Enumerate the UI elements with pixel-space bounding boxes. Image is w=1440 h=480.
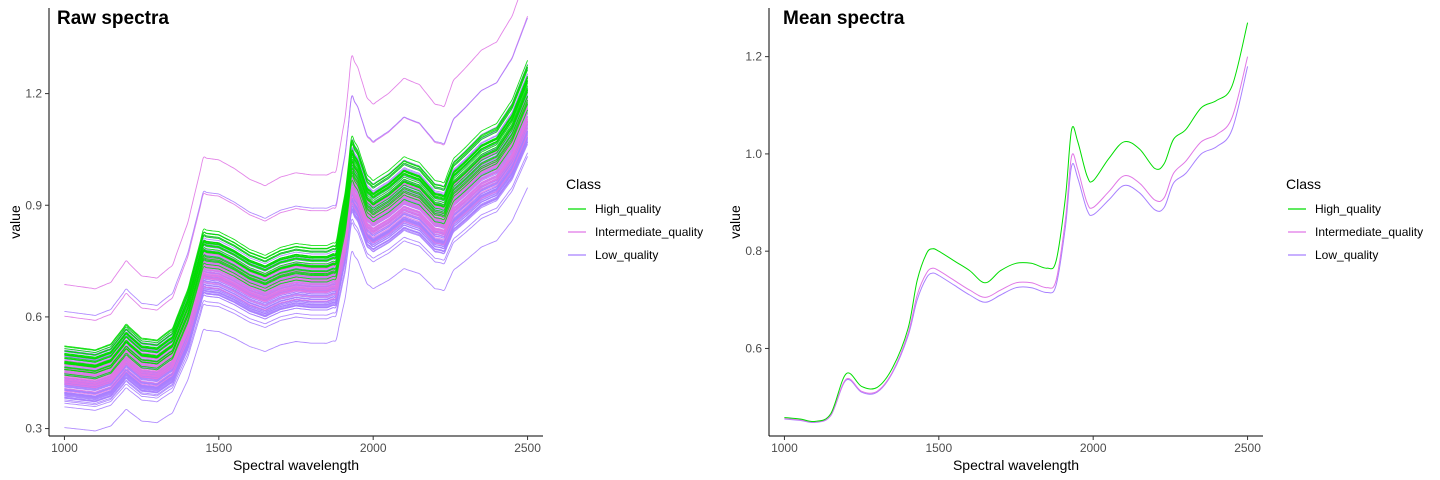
raw-spectrum-line-intermediate-quality [64, 90, 529, 369]
raw-spectrum-line-high-quality [64, 60, 529, 351]
raw-spectrum-line-low-quality [64, 91, 529, 371]
raw-spectrum-line-high-quality [64, 69, 529, 356]
raw-spectrum-line-low-quality [64, 141, 529, 402]
raw-spectrum-line-low-quality [64, 143, 529, 404]
raw-spectra-panel: Raw spectra 1000 1500 2000 2500 0.3 0.6 0.9 1.2… [7, 0, 703, 473]
raw-spectrum-line-low-quality [64, 92, 529, 372]
raw-y-tick-label: 1.2 [25, 87, 42, 101]
raw-spectrum-line-low-quality [64, 125, 529, 392]
raw-spectrum-line-intermediate-quality [64, 116, 529, 386]
raw-legend: Class High_quality Intermediate_quality Lo… [566, 176, 703, 262]
mean-legend-label-low-quality: Low_quality [1315, 248, 1378, 262]
mean-x-tick-label: 1000 [771, 441, 798, 455]
raw-x-tick-label: 2000 [360, 441, 387, 455]
raw-spectrum-line-low-quality [64, 96, 529, 372]
raw-legend-entries: High_quality Intermediate_quality Low_qual… [568, 202, 703, 262]
mean-y-axis-label: value [727, 205, 743, 239]
raw-spectrum-line-low-quality [64, 187, 528, 432]
mean-y-tick-label: 0.6 [745, 341, 762, 355]
raw-spectrum-line-intermediate-quality [64, 127, 529, 393]
raw-axis-ticks: 1000 1500 2000 2500 0.3 0.6 0.9 1.2 [25, 87, 541, 455]
raw-spectrum-line-intermediate-quality [64, 91, 529, 370]
mean-y-tick-label: 1.0 [745, 147, 762, 161]
mean-x-tick-label: 2000 [1080, 441, 1107, 455]
raw-y-axis-label: value [7, 205, 23, 239]
raw-spectrum-line-low-quality [64, 17, 529, 316]
raw-spectrum-line-high-quality [64, 82, 529, 367]
raw-spectrum-line-intermediate-quality [64, 97, 529, 371]
raw-spectrum-line-low-quality [64, 94, 529, 373]
raw-spectrum-line-low-quality [64, 91, 529, 368]
raw-y-tick-label: 0.9 [25, 198, 42, 212]
raw-spectrum-line-high-quality [64, 66, 529, 351]
mean-spectra-lines [784, 22, 1249, 424]
mean-y-tick-label: 1.2 [745, 50, 762, 64]
raw-spectrum-line-high-quality [64, 103, 529, 378]
raw-y-tick-label: 0.3 [25, 422, 42, 436]
raw-spectrum-line-intermediate-quality [64, 0, 519, 290]
raw-legend-label-intermediate-quality: Intermediate_quality [595, 225, 703, 239]
mean-axis-ticks: 1000 1500 2000 2500 0.6 0.8 1.0 1.2 [745, 50, 1261, 455]
raw-spectrum-line-intermediate-quality [64, 91, 529, 368]
raw-spectrum-line-high-quality [64, 109, 529, 380]
mean-x-axis-label: Spectral wavelength [953, 457, 1079, 473]
raw-spectrum-line-intermediate-quality [64, 118, 529, 387]
raw-spectrum-line-high-quality [64, 80, 529, 359]
raw-spectrum-line-high-quality [64, 67, 529, 356]
raw-spectrum-line-low-quality [64, 138, 529, 399]
raw-x-tick-label: 2500 [514, 441, 541, 455]
raw-spectrum-line-low-quality [64, 156, 528, 411]
mean-legend-label-intermediate-quality: Intermediate_quality [1315, 225, 1423, 239]
raw-spectrum-line-intermediate-quality [64, 92, 529, 367]
raw-y-tick-label: 0.6 [25, 310, 42, 324]
raw-spectrum-line-high-quality [64, 102, 529, 374]
raw-spectrum-line-high-quality [64, 90, 529, 366]
raw-spectra-title: Raw spectra [57, 8, 169, 29]
mean-series-line-high-quality [784, 22, 1249, 423]
raw-spectra-lines [64, 0, 529, 432]
raw-spectrum-line-low-quality [64, 135, 529, 398]
raw-legend-label-low-quality: Low_quality [595, 248, 658, 262]
raw-spectrum-line-high-quality [64, 91, 529, 372]
raw-spectrum-line-high-quality [64, 81, 529, 363]
raw-spectrum-line-intermediate-quality [64, 134, 529, 396]
raw-x-tick-label: 1500 [205, 441, 232, 455]
mean-x-tick-label: 1500 [925, 441, 952, 455]
raw-spectrum-line-low-quality [64, 96, 529, 370]
raw-legend-title: Class [566, 176, 601, 192]
raw-spectrum-line-intermediate-quality [64, 107, 529, 377]
mean-series-line-intermediate-quality [784, 56, 1249, 423]
mean-spectra-panel: Mean spectra 1000 1500 2000 2500 0.6 0.8 1.0 1.… [727, 8, 1423, 473]
raw-spectrum-line-high-quality [64, 76, 529, 358]
mean-legend-entries: High_quality Intermediate_quality Low_qual… [1288, 202, 1423, 262]
raw-spectrum-line-low-quality [64, 132, 529, 394]
raw-spectrum-line-low-quality [64, 92, 529, 372]
mean-legend: Class High_quality Intermediate_quality Lo… [1286, 176, 1423, 262]
mean-x-tick-label: 2500 [1234, 441, 1261, 455]
raw-spectrum-line-intermediate-quality [64, 105, 529, 380]
raw-spectrum-line-low-quality [64, 105, 529, 376]
raw-x-axis-label: Spectral wavelength [233, 457, 359, 473]
mean-y-tick-label: 0.8 [745, 244, 762, 258]
raw-spectrum-line-high-quality [64, 95, 529, 372]
raw-spectrum-line-low-quality [64, 152, 528, 408]
raw-spectrum-line-intermediate-quality [64, 113, 529, 382]
mean-series-line-low-quality [784, 66, 1249, 424]
mean-legend-title: Class [1286, 176, 1321, 192]
raw-legend-label-high-quality: High_quality [595, 202, 661, 216]
raw-spectrum-line-intermediate-quality [64, 124, 529, 388]
mean-spectra-title: Mean spectra [783, 8, 905, 29]
raw-x-tick-label: 1000 [51, 441, 78, 455]
mean-legend-label-high-quality: High_quality [1315, 202, 1381, 216]
